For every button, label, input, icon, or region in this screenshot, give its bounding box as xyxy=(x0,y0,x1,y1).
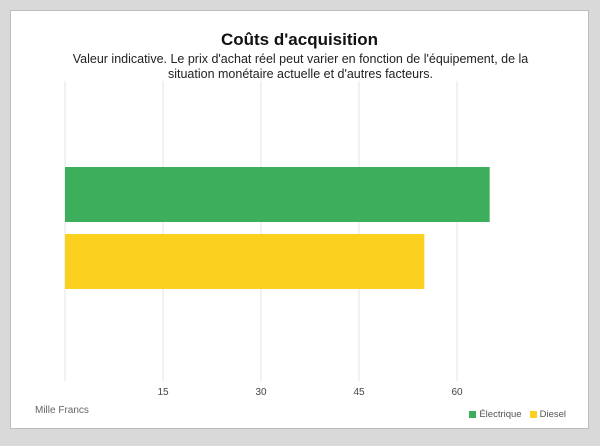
legend-item-electrique: Électrique xyxy=(469,409,522,420)
legend-label-diesel: Diesel xyxy=(539,409,566,420)
subtitle-line-1: Valeur indicative. Le prix d'achat réel … xyxy=(72,52,529,66)
legend-item-diesel: Diesel xyxy=(529,409,566,420)
legend: Électrique Diesel xyxy=(469,409,566,420)
x-tick-label-15: 15 xyxy=(157,387,169,398)
bar-chart: 15 30 45 60 xyxy=(64,81,490,398)
chart-title: Coûts d'acquisition xyxy=(220,30,379,49)
legend-label-electrique: Électrique xyxy=(479,409,522,420)
x-tick-label-45: 45 xyxy=(353,387,365,398)
bar-electrique xyxy=(65,167,490,222)
legend-swatch-electrique xyxy=(469,411,477,418)
legend-swatch-diesel xyxy=(529,411,537,418)
subtitle-line-2: situation monétaire actuelle et d'autres… xyxy=(167,67,434,81)
bar-diesel xyxy=(65,234,425,289)
x-tick-label-30: 30 xyxy=(255,387,267,398)
chart-card: Coûts d'acquisition Valeur indicative. L… xyxy=(10,10,589,429)
x-axis-unit-label: Mille Francs xyxy=(35,405,89,416)
x-tick-label-60: 60 xyxy=(451,387,463,398)
chart-subtitle: Valeur indicative. Le prix d'achat réel … xyxy=(31,52,570,82)
